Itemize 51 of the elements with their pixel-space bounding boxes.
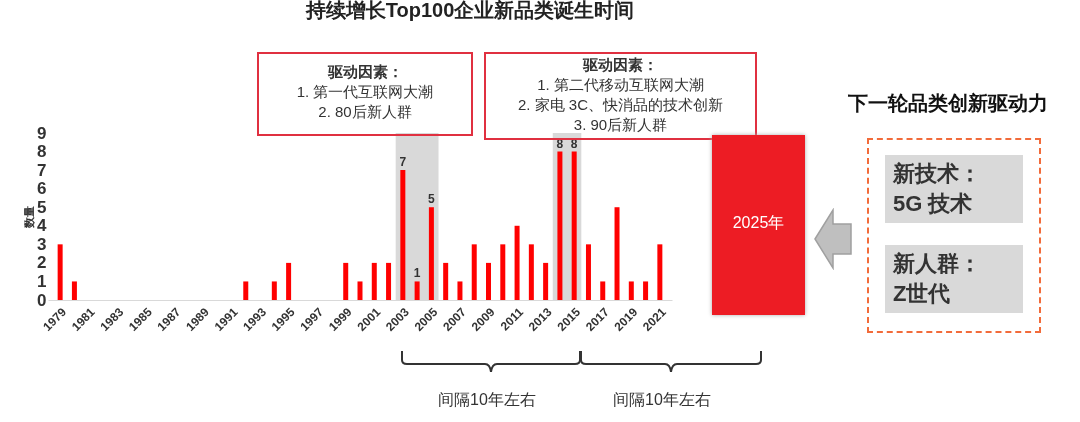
y-tick-label: 8	[37, 142, 47, 162]
bar	[500, 244, 506, 300]
bar	[528, 244, 534, 300]
bar	[643, 281, 649, 300]
text-box: 驱动因素： 1. 第二代移动互联网大潮 2. 家电 3C、快消品的技术创新 3. 90后新人群	[484, 52, 757, 140]
bar	[486, 262, 492, 300]
text-box: 驱动因素： 1. 第一代互联网大潮 2. 80后新人群	[257, 52, 473, 136]
y-axis-title: 数量	[23, 206, 36, 229]
chart-title: 持续增长Top100企业新品类诞生时间	[304, 0, 635, 21]
bar	[471, 244, 477, 300]
bar	[657, 244, 663, 300]
text: 间隔10年左右	[612, 390, 712, 410]
bar	[457, 281, 463, 300]
data-label: 5	[428, 192, 436, 207]
bar	[286, 262, 292, 300]
bar	[386, 262, 392, 300]
bar	[400, 170, 406, 300]
y-tick-label: 5	[37, 197, 47, 217]
bar	[514, 225, 520, 300]
data-label: 7	[399, 155, 407, 170]
data-label: 1	[413, 266, 421, 281]
bar	[571, 151, 577, 300]
label-box: 2025年	[712, 135, 805, 315]
bar	[614, 207, 620, 300]
bar	[271, 281, 277, 300]
y-tick-label: 6	[37, 179, 47, 199]
bar	[414, 281, 420, 300]
y-tick-label: 1	[37, 271, 47, 291]
bar	[600, 281, 606, 300]
y-tick-label: 3	[37, 234, 47, 254]
bar	[585, 244, 591, 300]
bar	[371, 262, 377, 300]
text: 下一轮品类创新驱动力	[846, 91, 1049, 116]
bar	[343, 262, 349, 300]
bar	[443, 262, 449, 300]
bar	[543, 262, 549, 300]
y-tick-label: 0	[37, 290, 47, 310]
text-box: 新人群： Z世代	[885, 245, 1023, 313]
y-tick-label: 2	[37, 253, 47, 273]
text-box: 新技术： 5G 技术	[885, 155, 1023, 223]
bar	[57, 244, 63, 300]
bar	[557, 151, 563, 300]
bar	[357, 281, 363, 300]
bar	[71, 281, 77, 300]
y-tick-label: 4	[37, 216, 48, 236]
bar	[243, 281, 249, 300]
bar	[428, 207, 434, 300]
y-tick-label: 7	[37, 160, 47, 180]
y-tick-label: 9	[37, 123, 47, 143]
text: 间隔10年左右	[437, 390, 537, 410]
bar	[628, 281, 634, 300]
